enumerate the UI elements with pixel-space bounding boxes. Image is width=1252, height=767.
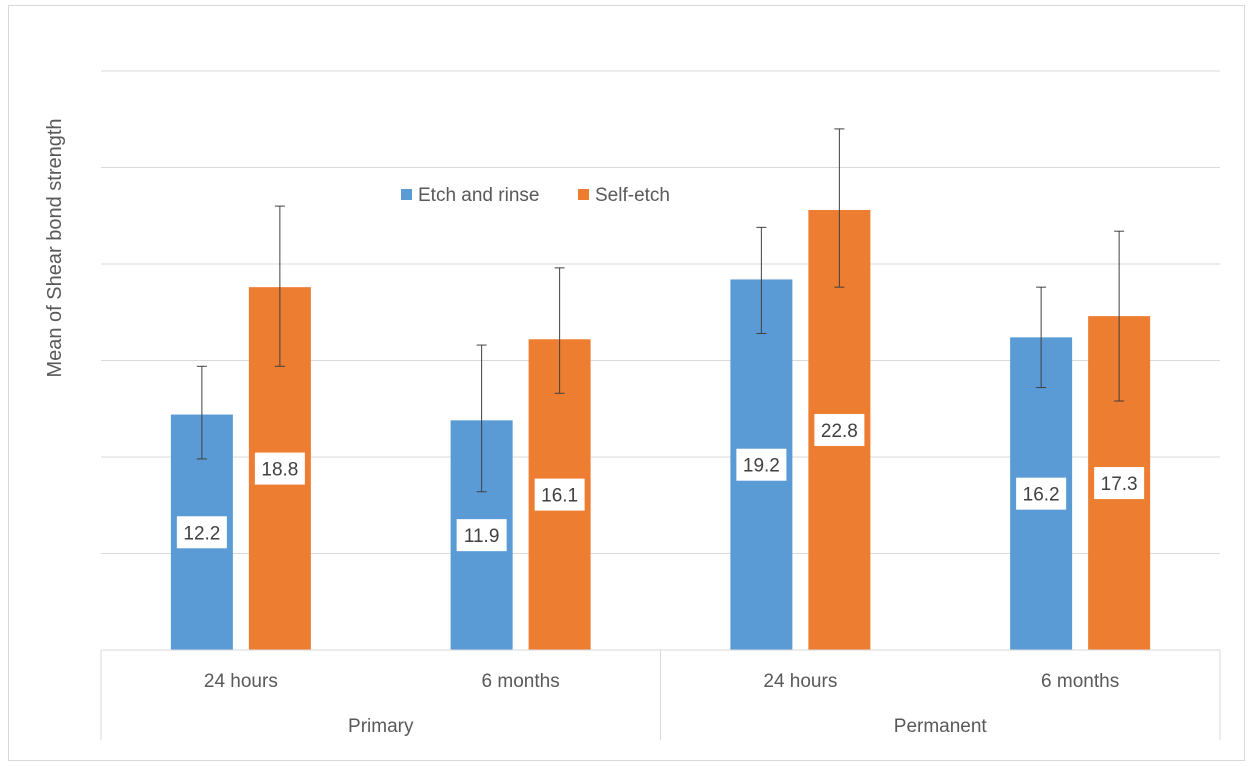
legend: Etch and rinse Self-etch	[401, 185, 670, 206]
bars	[170, 209, 1151, 650]
y-axis-label: Mean of Shear bond strength	[44, 118, 66, 377]
svg-text:16.1: 16.1	[541, 486, 578, 507]
legend-item: Self-etch	[578, 185, 670, 206]
svg-text:19.2: 19.2	[743, 456, 780, 477]
svg-text:11.9: 11.9	[464, 526, 500, 547]
category-tick-label: 24 hours	[204, 671, 278, 692]
data-label: 16.2	[1016, 477, 1067, 510]
category-tick-label: 6 months	[482, 671, 560, 692]
legend-swatch	[578, 189, 589, 200]
svg-text:18.8: 18.8	[261, 460, 298, 481]
category-tick-label: 24 hours	[763, 671, 837, 692]
category-tick-label: 6 months	[1041, 671, 1119, 692]
group-label: Primary	[348, 716, 414, 737]
group-label: Permanent	[894, 716, 988, 737]
category-axis: 24 hours 6 months 24 hours 6 months Primary P…	[100, 649, 1221, 740]
data-labels: 12.2 18.8 11.9 16.1 19.2 22.8 16.2 17.3	[176, 413, 1145, 552]
data-label: 12.2	[176, 516, 227, 549]
data-label: 17.3	[1094, 467, 1145, 500]
data-label: 22.8	[814, 413, 865, 446]
legend-swatch	[401, 189, 412, 200]
data-label: 19.2	[736, 448, 787, 481]
svg-text:12.2: 12.2	[183, 523, 220, 544]
legend-label: Self-etch	[595, 185, 670, 206]
svg-text:16.2: 16.2	[1023, 485, 1060, 506]
data-label: 11.9	[456, 519, 507, 552]
data-label: 16.1	[534, 478, 585, 511]
legend-label: Etch and rinse	[418, 185, 539, 206]
legend-item: Etch and rinse	[401, 185, 539, 206]
svg-text:22.8: 22.8	[821, 421, 858, 442]
data-label: 18.8	[254, 452, 305, 485]
svg-text:17.3: 17.3	[1101, 474, 1138, 495]
error-bars	[196, 128, 1125, 493]
